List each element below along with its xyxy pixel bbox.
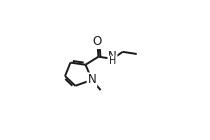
Text: H: H (109, 56, 116, 66)
Text: N: N (108, 50, 117, 63)
Text: O: O (93, 35, 102, 48)
Text: N: N (88, 73, 96, 86)
